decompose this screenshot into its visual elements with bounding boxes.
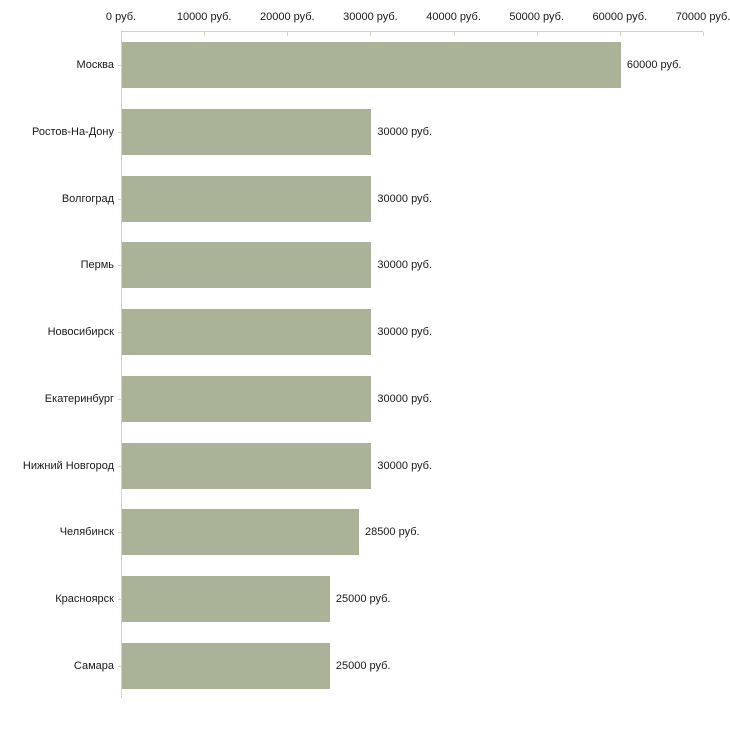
x-axis-tick-mark [370,32,372,36]
bar-row: Ростов-На-Дону 30000 руб. [32,99,703,166]
category-label: Пермь [80,259,114,272]
y-axis-tick-mark [118,65,122,67]
bar-row: Красноярск 25000 руб. [55,566,703,633]
bar-row: Пермь 30000 руб. [81,232,703,299]
value-label: 30000 руб. [377,459,433,472]
bar [122,175,372,222]
category-label: Красноярск [55,592,114,605]
value-label: 30000 руб. [377,259,433,272]
x-axis-tick-mark [619,32,621,36]
category-label: Новосибирск [47,326,114,339]
y-axis-tick-mark [118,198,122,200]
category-label: Ростов-На-Дону [31,126,114,139]
x-axis-tick-mark [204,32,206,36]
y-axis-tick-mark [118,598,122,600]
x-axis-tick-mark [536,32,538,36]
plot-area: Москва 60000 руб. Ростов-На-Дону 30000 руб.… [23,31,703,699]
bar-row: Волгоград 30000 руб. [62,165,703,232]
y-axis-tick-mark [118,665,122,667]
category-label: Екатеринбург [44,392,114,405]
bar [122,575,330,622]
category-label: Челябинск [59,526,114,539]
value-label: 30000 руб. [377,392,433,405]
category-label: Москва [76,59,114,72]
bar [122,509,359,556]
x-axis-tick-mark [453,32,455,36]
value-label: 60000 руб. [626,59,682,72]
bar-row: Новосибирск 30000 руб. [48,299,703,366]
category-label: Нижний Новгород [22,459,114,472]
x-axis-tick-label: 50000 руб. [509,11,565,23]
value-label: 25000 руб. [335,592,391,605]
x-axis-tick-label: 70000 руб. [675,11,730,23]
y-axis-tick-mark [118,332,122,334]
y-axis-tick-mark [118,398,122,400]
x-axis-tick-label: 20000 руб. [259,11,315,23]
bar-row: Москва 60000 руб. [76,32,703,99]
bar-row: Самара 25000 руб. [74,632,703,699]
bar [122,42,621,89]
x-axis-tick-label: 30000 руб. [343,11,398,23]
x-axis-tick-label: 0 руб. [105,11,137,23]
value-label: 28500 руб. [364,526,420,539]
bar-row: Екатеринбург 30000 руб. [45,366,703,433]
bar [122,109,372,156]
x-axis-tick-label: 60000 руб. [592,11,648,23]
y-axis-tick-mark [118,132,122,134]
bar [122,442,372,489]
bar [122,375,372,422]
bar-row: Нижний Новгород 30000 руб. [23,432,703,499]
bar [122,242,372,289]
bar-row: Челябинск 28500 руб. [60,499,703,566]
value-label: 30000 руб. [377,126,433,139]
category-label: Самара [73,659,114,672]
bar [122,642,330,689]
value-label: 30000 руб. [377,192,433,205]
value-label: 25000 руб. [335,659,391,672]
value-label: 30000 руб. [377,326,433,339]
y-axis-tick-mark [118,465,122,467]
x-axis-tick-label: 10000 руб. [176,11,232,23]
y-axis-tick-mark [118,265,122,267]
category-label: Волгоград [61,192,114,205]
y-axis-tick-mark [118,532,122,534]
bar [122,309,372,356]
x-axis-tick-mark [287,32,289,36]
x-axis-tick-label: 40000 руб. [426,11,481,23]
x-axis-tick-mark [703,32,704,36]
